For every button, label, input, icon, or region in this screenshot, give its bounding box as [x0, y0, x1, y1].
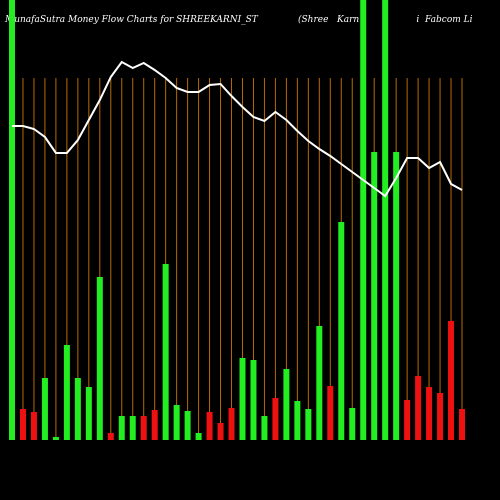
bar — [217, 423, 224, 440]
bar — [283, 369, 290, 440]
bar — [9, 0, 15, 440]
bar — [393, 152, 400, 440]
price-line — [12, 60, 463, 198]
bar — [294, 401, 301, 440]
bar — [228, 408, 235, 440]
bar — [162, 264, 169, 440]
bar — [459, 409, 465, 440]
bar — [30, 412, 37, 440]
bar — [316, 326, 323, 440]
bar — [360, 0, 367, 440]
bar — [19, 409, 26, 440]
bar — [129, 416, 136, 440]
bar — [107, 433, 114, 440]
bar — [74, 378, 81, 440]
bar — [415, 376, 422, 440]
bar — [371, 152, 378, 440]
bar — [85, 387, 92, 440]
bar — [118, 416, 125, 440]
bar — [250, 360, 257, 440]
chart-title: MunafaSutra Money Flow Charts for SHREEK… — [4, 15, 259, 25]
bar — [184, 411, 191, 440]
bar — [41, 378, 48, 440]
bar — [305, 409, 312, 440]
bar — [96, 277, 103, 440]
bar — [206, 412, 213, 440]
bar — [195, 433, 202, 440]
bar — [151, 410, 158, 440]
bar — [327, 386, 334, 440]
bar — [63, 345, 70, 440]
bar — [272, 398, 279, 440]
bar — [239, 358, 246, 440]
bar — [404, 400, 411, 440]
bar — [261, 416, 268, 440]
bar — [426, 387, 433, 440]
bar — [338, 222, 345, 440]
bar — [382, 0, 389, 440]
bar — [140, 416, 147, 440]
bar — [349, 408, 356, 440]
bar — [173, 405, 180, 440]
bar — [52, 437, 59, 440]
bar — [448, 321, 455, 440]
bar — [437, 393, 444, 440]
